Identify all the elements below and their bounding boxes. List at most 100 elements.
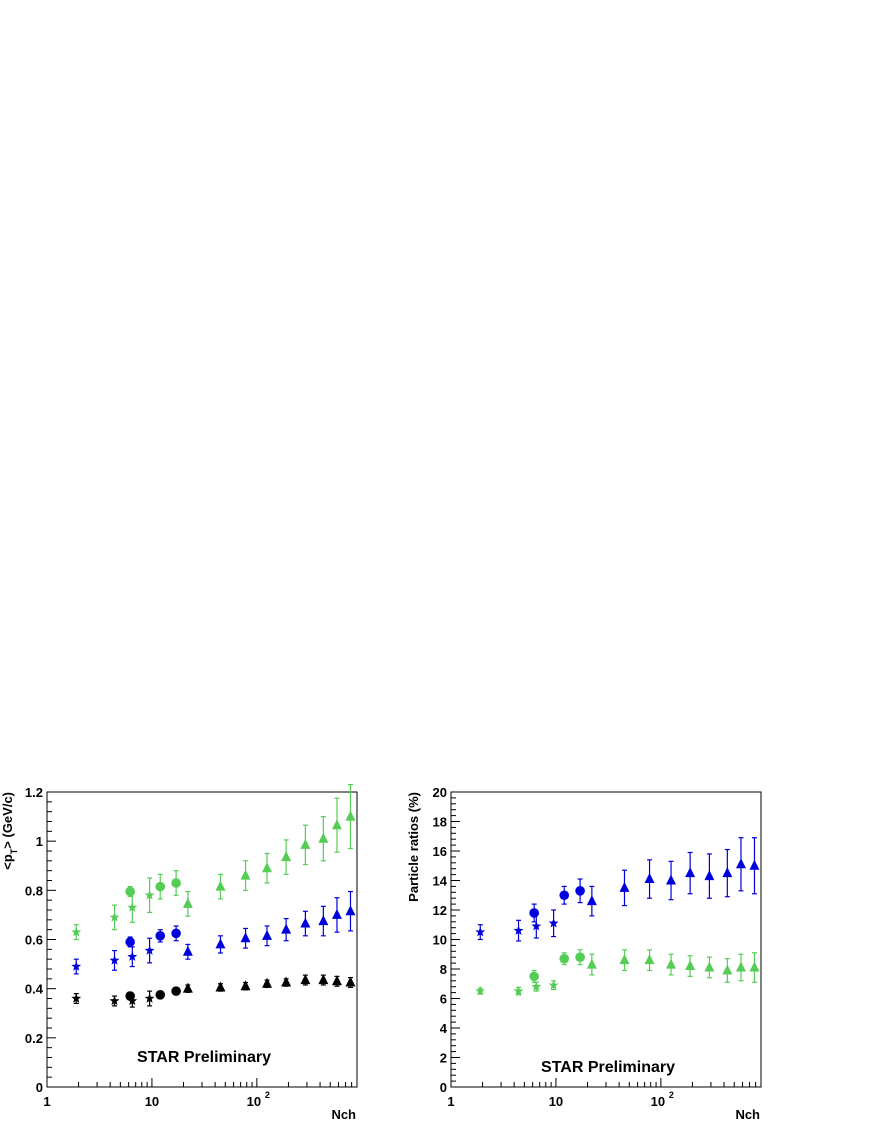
y-tick-label: 0.2: [25, 1031, 43, 1046]
series-green-triangle: [586, 949, 760, 983]
data-point-star: [475, 926, 486, 937]
series-green-star: [475, 980, 559, 996]
data-point-triangle: [644, 873, 655, 884]
data-point-triangle: [704, 870, 715, 881]
data-point-triangle: [215, 981, 226, 992]
data-point-star: [513, 925, 524, 935]
data-point-star: [71, 961, 82, 971]
data-point-star: [531, 981, 542, 991]
series-blue-star: [71, 937, 155, 975]
data-point-star: [513, 985, 524, 996]
data-point-triangle: [586, 895, 597, 906]
x-tick-label: 10: [145, 1094, 159, 1109]
data-point-star: [548, 980, 559, 990]
y-tick-label: 10: [433, 933, 447, 948]
data-point-circle: [575, 952, 585, 962]
y-tick-label: 16: [433, 844, 447, 859]
data-point-triangle: [240, 869, 251, 880]
data-point-star: [144, 993, 155, 1003]
data-point-triangle: [722, 867, 733, 878]
data-point-star: [144, 945, 155, 955]
left-x-axis-title: Nch: [331, 1107, 356, 1122]
axis-1: 0 2 4 6 8 10 12 14 16 18 20 1 10 10 2: [433, 785, 762, 1109]
data-point-triangle: [735, 961, 746, 972]
data-point-circle: [155, 931, 166, 941]
series-blue-triangle: [586, 837, 760, 917]
series-blue-triangle: [182, 890, 356, 960]
data-point-circle: [575, 886, 585, 896]
plot-frame: [450, 791, 762, 1088]
data-point-triangle: [666, 874, 677, 885]
data-point-circle: [155, 881, 166, 892]
data-point-triangle: [240, 932, 251, 943]
data-point-triangle: [735, 858, 746, 869]
data-point-star: [109, 912, 120, 922]
y-tick-label: 2: [440, 1051, 447, 1066]
data-point-triangle: [331, 819, 342, 830]
data-point-triangle: [749, 859, 760, 870]
data-point-triangle: [331, 975, 342, 986]
data-point-circle: [559, 890, 570, 901]
data-point-star: [548, 918, 559, 928]
series-green-circle: [125, 870, 181, 900]
x-tick-label-exponent: 2: [265, 1090, 270, 1100]
x-tick-label: 10: [549, 1094, 563, 1109]
data-point-triangle: [262, 862, 273, 873]
y-tick-label: 12: [433, 903, 447, 918]
right-preliminary-label: STAR Preliminary: [541, 1059, 675, 1076]
right-y-axis-title: Particle ratios (%): [406, 792, 421, 902]
data-point-star: [109, 995, 120, 1006]
data-point-triangle: [281, 851, 292, 862]
data-point-triangle: [215, 880, 226, 891]
data-point-circle: [529, 908, 539, 918]
plot-frame: [46, 791, 358, 1088]
data-point-star: [109, 955, 120, 965]
series-blue-circle: [125, 925, 181, 948]
data-point-triangle: [318, 974, 329, 985]
series-green-star: [71, 877, 155, 941]
axis-0: 0 0.2 0.4 0.6 0.8 1 1.2 1 10 10 2: [25, 785, 358, 1109]
data-point-triangle: [345, 976, 356, 987]
data-point-star: [71, 993, 82, 1003]
data-point-circle: [171, 928, 181, 939]
data-point-circle: [559, 953, 570, 964]
data-point-triangle: [300, 974, 311, 985]
data-point-triangle: [749, 961, 760, 972]
series-black-star: [71, 990, 155, 1008]
data-point-triangle: [182, 945, 193, 956]
data-point-circle: [155, 990, 166, 1000]
data-point-triangle: [262, 929, 273, 940]
y-tick-label: 1: [36, 834, 43, 849]
x-tick-label-exponent: 2: [669, 1090, 674, 1100]
data-point-triangle: [240, 980, 251, 991]
right-x-axis-title: Nch: [735, 1107, 760, 1122]
y-tick-label: 0: [36, 1080, 43, 1095]
data-point-triangle: [345, 810, 356, 821]
data-point-triangle: [704, 961, 715, 972]
series-green-circle: [529, 949, 585, 983]
data-point-triangle: [685, 867, 696, 878]
left-y-axis-title: <pT> (GeV/c): [0, 792, 19, 870]
data-point-star: [127, 951, 138, 961]
data-point-triangle: [262, 977, 273, 988]
x-tick-label: 1: [447, 1094, 454, 1109]
data-point-triangle: [619, 881, 630, 892]
data-point-circle: [171, 986, 181, 996]
data-point-triangle: [318, 832, 329, 843]
y-tick-label: 18: [433, 815, 447, 830]
y-tick-label: 0.6: [25, 933, 43, 948]
data-point-star: [127, 995, 138, 1006]
series-blue-circle: [529, 878, 585, 923]
data-point-circle: [125, 991, 135, 1001]
data-point-triangle: [666, 958, 677, 969]
x-tick-label: 10: [247, 1094, 261, 1109]
right-panel-particle-ratios: Particle ratios (%) Nch STAR Preliminary…: [406, 785, 762, 1122]
y-tick-label: 0: [440, 1080, 447, 1095]
left-panel-mean-pt: <pT> (GeV/c) Nch STAR Preliminary 0 0.2 0.…: [0, 784, 358, 1122]
data-point-star: [127, 902, 138, 912]
data-point-triangle: [644, 954, 655, 965]
data-point-star: [71, 926, 82, 937]
data-point-triangle: [281, 976, 292, 987]
series-black-triangle: [182, 974, 356, 993]
